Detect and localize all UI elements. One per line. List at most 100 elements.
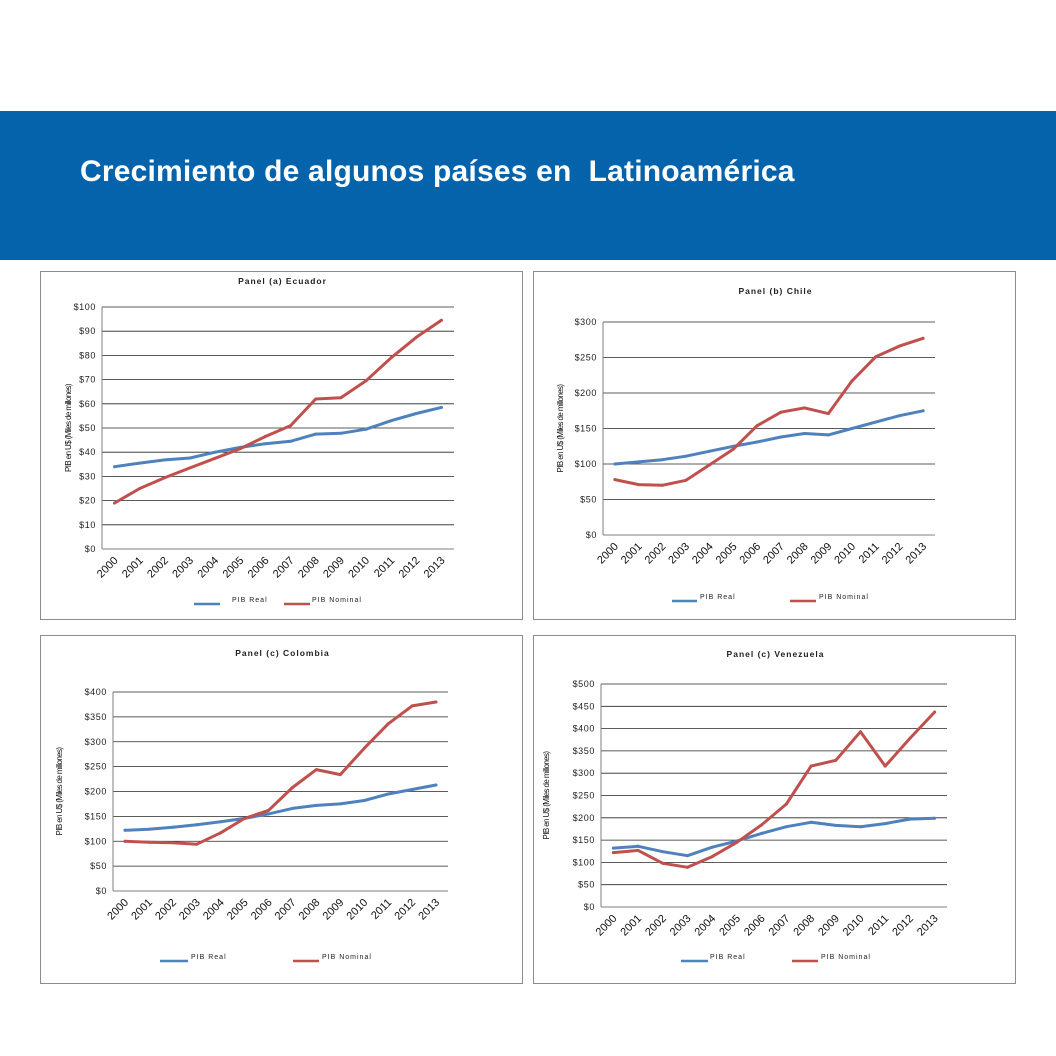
data-point [364, 427, 368, 431]
y-axis-label: PIB en U$ (Miles de millones) [556, 384, 565, 473]
x-tick-label: 2006 [742, 913, 768, 939]
y-tick-label: $100 [74, 302, 96, 312]
x-tick-label: 2000 [595, 541, 621, 567]
data-point [267, 812, 270, 816]
y-tick-label: $400 [85, 687, 107, 697]
data-point [362, 746, 366, 750]
legend-label: PIB Nominal [819, 594, 869, 601]
y-tick-label: $100 [85, 836, 107, 846]
y-tick-label: $50 [578, 880, 595, 890]
y-tick-label: $0 [96, 886, 107, 896]
x-tick-label: 2011 [857, 541, 882, 566]
x-tick-label: 2013 [422, 555, 448, 581]
data-point [188, 466, 192, 470]
data-point [138, 487, 142, 490]
x-tick-label: 2001 [120, 555, 146, 581]
data-point [414, 335, 418, 339]
data-point [908, 817, 912, 821]
y-tick-label: $350 [573, 746, 595, 756]
y-tick-label: $250 [85, 762, 107, 772]
x-tick-label: 2005 [225, 897, 251, 923]
data-point [314, 803, 318, 807]
legend-label: PIB Real [232, 597, 268, 604]
series-line-pib-real [123, 783, 438, 832]
x-tick-label: 2004 [693, 913, 719, 939]
x-tick-label: 2011 [866, 913, 891, 938]
chart-title: Panel (a) Ecuador [238, 276, 327, 286]
y-tick-label: $100 [575, 459, 597, 469]
x-tick-label: 2013 [915, 913, 941, 939]
data-point [219, 831, 223, 835]
x-tick-label: 2012 [880, 541, 906, 567]
x-tick-label: 2004 [201, 897, 227, 923]
y-tick-label: $10 [79, 520, 96, 530]
data-point [710, 855, 714, 859]
x-tick-label: 2006 [249, 897, 275, 923]
data-point [636, 844, 640, 848]
data-point [147, 840, 151, 844]
data-point [933, 816, 937, 820]
data-point [637, 460, 641, 464]
data-point [138, 461, 142, 465]
x-tick-label: 2008 [296, 555, 322, 581]
data-point [908, 736, 912, 740]
x-tick-label: 2001 [619, 541, 645, 567]
data-point [921, 409, 925, 413]
data-point [338, 802, 342, 806]
y-tick-label: $0 [586, 530, 597, 540]
data-point [434, 700, 438, 704]
data-point [710, 845, 714, 849]
data-point [850, 379, 854, 383]
data-point [760, 823, 764, 827]
data-point [883, 822, 887, 826]
y-tick-label: $300 [575, 317, 597, 327]
data-point [389, 419, 393, 423]
data-point [708, 449, 712, 453]
title-banner: Crecimiento de algunos países en Latinoa… [0, 111, 1056, 260]
x-tick-label: 2003 [668, 913, 694, 939]
x-tick-label: 2005 [714, 541, 740, 567]
data-point [636, 848, 640, 852]
data-point [188, 456, 192, 460]
data-point [874, 420, 878, 424]
data-point [364, 379, 368, 383]
y-tick-label: $30 [79, 471, 96, 481]
data-point [267, 808, 270, 812]
data-point [661, 861, 665, 865]
y-tick-label: $0 [584, 902, 595, 912]
chart-ecuador: Panel (a) Ecuador $0 $10 $20 $30 $40 $50 $60 $70… [64, 276, 454, 606]
data-point [613, 462, 617, 466]
x-tick-label: 2001 [129, 897, 155, 923]
data-point [338, 773, 342, 777]
data-point [213, 450, 217, 454]
data-point [314, 432, 318, 436]
x-tick-label: 2009 [816, 913, 842, 939]
x-tick-label: 2001 [618, 913, 644, 939]
data-point [834, 823, 838, 827]
y-tick-label: $450 [573, 701, 595, 711]
data-point [686, 854, 689, 858]
x-tick-label: 2004 [690, 541, 716, 567]
data-point [263, 442, 267, 446]
data-point [803, 406, 807, 410]
data-point [708, 463, 712, 467]
x-tick-label: 2011 [372, 555, 397, 580]
series-line-pib-real [613, 409, 925, 466]
slide-title: Crecimiento de algunos países en Latinoa… [80, 155, 795, 188]
legend-label: PIB Nominal [821, 954, 871, 961]
data-point [684, 454, 688, 458]
x-tick-label: 2005 [221, 555, 247, 581]
y-tick-label: $500 [573, 679, 595, 689]
series-line-pib-real [113, 405, 443, 469]
x-tick-label: 2002 [643, 541, 669, 567]
data-point [897, 344, 901, 348]
data-point [289, 424, 293, 428]
data-point [410, 788, 414, 791]
x-tick-label: 2008 [791, 913, 817, 939]
data-point [147, 827, 151, 831]
y-tick-label: $200 [575, 388, 597, 398]
data-point [613, 478, 617, 482]
data-point [123, 839, 127, 843]
y-tick-label: $150 [85, 811, 107, 821]
x-tick-label: 2007 [767, 913, 793, 939]
